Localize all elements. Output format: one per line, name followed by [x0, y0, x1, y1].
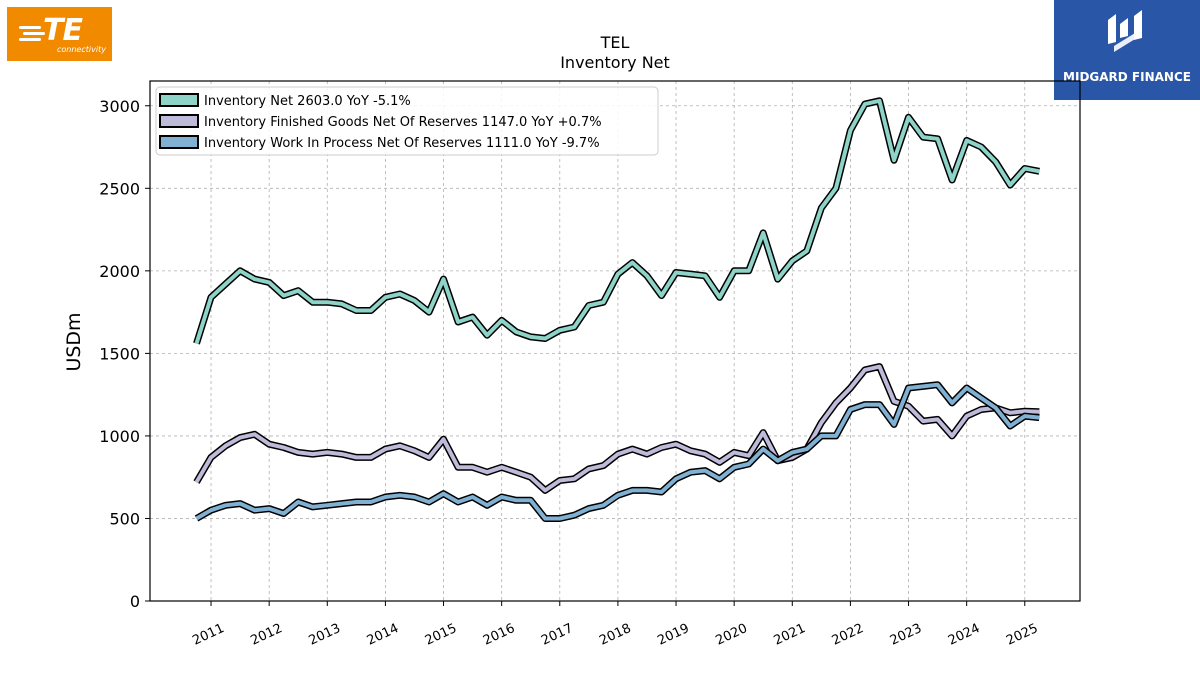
x-tick-label: 2012	[249, 621, 285, 649]
y-tick-label: 2500	[99, 179, 140, 198]
y-tick-label: 2000	[99, 262, 140, 281]
series-layer	[193, 97, 1040, 522]
y-tick-label: 1000	[99, 427, 140, 446]
legend: Inventory Net 2603.0 YoY -5.1% Inventory …	[155, 86, 659, 156]
x-tick-label: 2013	[307, 621, 343, 649]
legend-swatch	[159, 93, 199, 107]
te-bars-icon	[19, 26, 45, 42]
axis-layer: 0 500 1000 1500 2000 2500 3000 2011 2012 2013 2014…	[99, 80, 1081, 649]
grid-layer	[150, 81, 1080, 602]
y-tick-label: 1500	[99, 344, 140, 363]
x-tick-label: 2019	[655, 621, 691, 649]
x-tick-label: 2023	[888, 621, 924, 649]
chart-title: TEL	[600, 33, 630, 52]
x-tick-label: 2022	[830, 621, 866, 649]
legend-swatch	[159, 135, 199, 149]
plot-frame	[149, 80, 1081, 602]
y-tick-label: 0	[130, 592, 140, 611]
te-logo-mark: TE	[43, 13, 83, 48]
x-tick-label: 2016	[481, 621, 517, 649]
series-line-0	[194, 98, 1040, 345]
x-tick-label: 2024	[946, 621, 982, 649]
x-tick-label: 2021	[772, 621, 808, 649]
chart-subtitle: Inventory Net	[560, 53, 670, 72]
midgard-logo-text: MIDGARD FINANCE	[1063, 70, 1191, 84]
y-axis-label: USDm	[63, 312, 85, 371]
midgard-emblem-icon	[1108, 10, 1142, 52]
x-tick-label: 2017	[539, 621, 575, 649]
x-tick-label: 2011	[190, 621, 226, 649]
legend-box	[155, 86, 659, 156]
legend-label: Inventory Work In Process Net Of Reserve…	[204, 136, 600, 151]
y-tick-label: 500	[109, 509, 140, 528]
te-connectivity-logo: TE connectivity	[7, 7, 112, 61]
x-tick-label: 2015	[423, 621, 459, 649]
x-tick-label: 2018	[597, 621, 633, 649]
series-line-2	[195, 382, 1040, 521]
legend-swatch	[159, 114, 199, 128]
x-tick-label: 2025	[1004, 621, 1040, 649]
y-tick-label: 3000	[99, 97, 140, 116]
legend-label: Inventory Net 2603.0 YoY -5.1%	[204, 94, 411, 109]
midgard-finance-logo: MIDGARD FINANCE	[1054, 0, 1200, 100]
x-tick-label: 2020	[714, 621, 750, 649]
x-tick-label: 2014	[365, 621, 401, 649]
te-logo-subtext: connectivity	[57, 45, 106, 54]
legend-label: Inventory Finished Goods Net Of Reserves…	[204, 115, 602, 130]
